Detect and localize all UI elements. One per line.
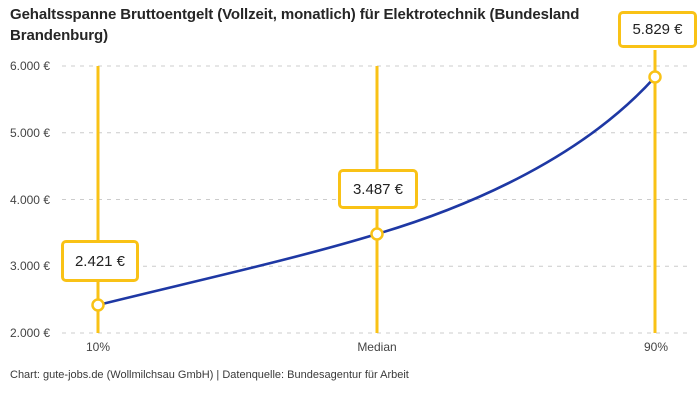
annotation-box-90: 5.829 € (618, 11, 697, 48)
chart-title: Gehaltsspanne Bruttoentgelt (Vollzeit, m… (10, 6, 580, 44)
y-axis-tick-label-2000: 2.000 € (9, 326, 50, 340)
data-point-10 (91, 298, 105, 312)
footer-credit: Chart: gute-jobs.de (Wollmilchsau GmbH) … (10, 369, 409, 381)
x-axis-tick-label-median: Median (357, 340, 397, 354)
x-axis-tick-label-10: 10% (85, 340, 111, 354)
data-point-90 (648, 70, 662, 84)
annotation-box-median: 3.487 € (338, 169, 418, 209)
y-axis-tick-label-3000: 3.000 € (9, 259, 50, 273)
annotation-box-10: 2.421 € (61, 240, 139, 282)
x-axis-tick-label-90: 90% (643, 340, 669, 354)
y-axis-tick-label-4000: 4.000 € (9, 193, 50, 207)
data-point-median (370, 227, 384, 241)
y-axis-tick-label-6000: 6.000 € (9, 59, 50, 73)
y-axis-tick-label-5000: 5.000 € (9, 126, 50, 140)
